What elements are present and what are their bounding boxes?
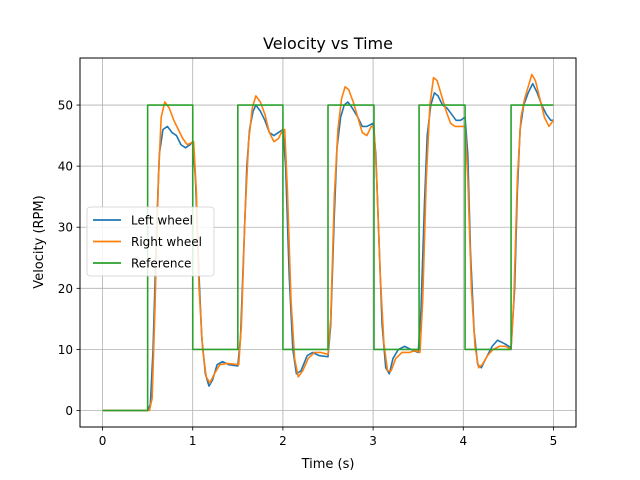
legend-label-reference: Reference <box>131 257 191 271</box>
y-axis-label: Velocity (RPM) <box>32 195 47 288</box>
series-line-reference <box>102 104 554 412</box>
x-axis-label: Time (s) <box>301 457 355 472</box>
legend: Left wheel Right wheel Reference <box>86 206 215 277</box>
y-tick-label: 10 <box>58 343 73 357</box>
legend-label-right-wheel: Right wheel <box>131 235 202 249</box>
x-tick-label: 3 <box>369 434 377 448</box>
y-tick-label: 20 <box>58 282 73 296</box>
y-tick-label: 50 <box>58 99 73 113</box>
legend-label-left-wheel: Left wheel <box>131 214 193 228</box>
y-tick-label: 0 <box>65 404 73 418</box>
y-tick-label: 30 <box>58 221 73 235</box>
x-tick-label: 2 <box>279 434 287 448</box>
series-layer <box>102 73 555 412</box>
x-tick-label: 4 <box>459 434 467 448</box>
series-line-right-wheel <box>102 73 555 412</box>
x-tick-label: 0 <box>99 434 107 448</box>
x-tick-label: 5 <box>550 434 558 448</box>
legend-box <box>86 206 215 277</box>
axes-frame <box>79 57 577 428</box>
chart-title: Velocity vs Time <box>263 34 393 53</box>
y-tick-label: 40 <box>58 160 73 174</box>
x-tick-label: 1 <box>189 434 197 448</box>
